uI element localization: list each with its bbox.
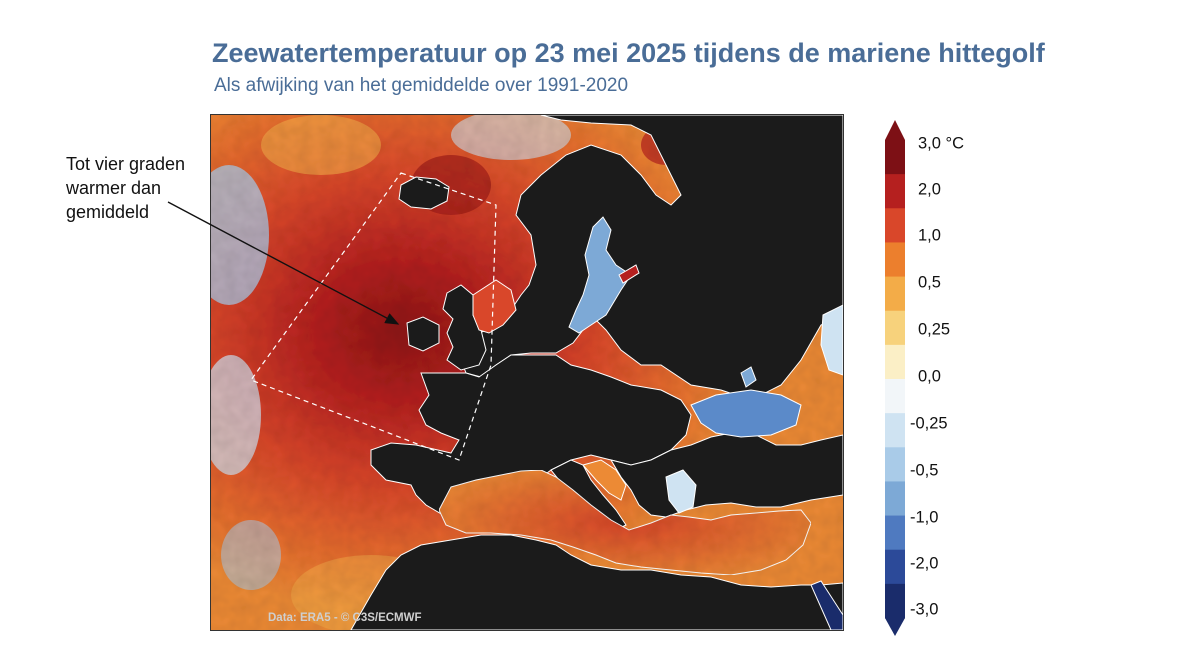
legend-arrow-bottom	[885, 618, 905, 636]
legend-arrow-top	[885, 120, 905, 140]
annotation-line-2: warmer dan	[66, 178, 162, 198]
legend-label: -0,25	[910, 414, 948, 433]
legend-swatch	[885, 447, 905, 482]
legend-label: 2,0	[918, 180, 941, 199]
sea-temperature-map	[210, 114, 844, 631]
annotation-text: Tot vier graden warmer dan gemiddeld	[66, 152, 185, 224]
black-sea	[690, 389, 802, 438]
map-svg	[211, 115, 843, 630]
legend-label: -1,0	[910, 508, 939, 527]
legend-swatch	[885, 583, 905, 619]
legend-label: -0,5	[910, 461, 939, 480]
legend-swatch	[885, 515, 905, 551]
legend-label: 1,0	[918, 226, 941, 245]
legend-swatch	[885, 140, 905, 175]
data-credit: Data: ERA5 - © C3S/ECMWF	[268, 612, 422, 624]
legend-swatch	[885, 549, 905, 585]
map-subtitle: Als afwijking van het gemiddelde over 19…	[214, 75, 629, 96]
baltic-sea	[568, 216, 632, 334]
legend-colorbar	[885, 120, 905, 636]
legend-swatch	[885, 344, 905, 380]
aegean-sea	[665, 469, 697, 514]
map-title: Zeewatertemperatuur op 23 mei 2025 tijde…	[212, 38, 1045, 68]
legend-swatch	[885, 481, 905, 517]
legend-swatch	[885, 242, 905, 278]
legend-label: -2,0	[910, 554, 939, 573]
annotation-line-1: Tot vier graden	[66, 154, 186, 174]
legend-label: -3,0	[910, 600, 939, 619]
north-sea	[472, 279, 517, 334]
legend-label: 0,0	[918, 367, 941, 386]
legend-swatch	[885, 379, 905, 414]
red-sea	[810, 580, 843, 630]
gulf-of-finland	[618, 264, 640, 284]
caspian-sea	[820, 304, 843, 376]
legend-swatch	[885, 208, 905, 243]
sea-of-azov	[740, 366, 757, 388]
color-legend: 3,0 °C 2,0 1,0 0,5 0,25 0,0 -0,25 -0,5 -…	[880, 118, 1000, 638]
legend-swatch	[885, 413, 905, 448]
legend-swatch	[885, 174, 905, 209]
mediterranean-sea	[438, 469, 812, 576]
legend-label: 3,0 °C	[918, 134, 965, 153]
legend-swatch	[885, 276, 905, 312]
adriatic-sea	[582, 459, 627, 501]
land-masses	[350, 115, 843, 630]
legend-label: 0,5	[918, 273, 941, 292]
legend-swatch	[885, 310, 905, 346]
legend-label: 0,25	[918, 320, 951, 339]
annotation-line-3: gemiddeld	[66, 202, 150, 222]
heatwave-region-outline	[250, 172, 497, 461]
